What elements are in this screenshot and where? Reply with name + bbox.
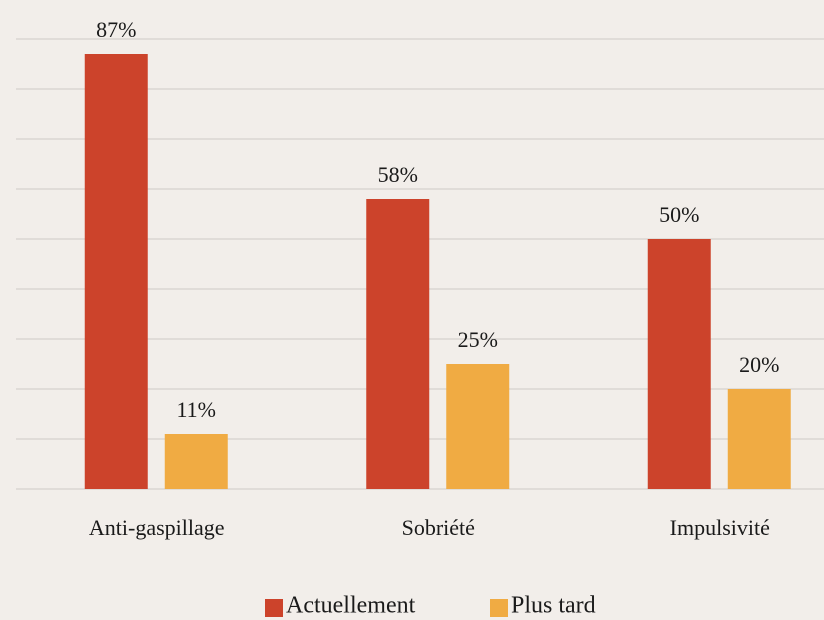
bar — [647, 239, 711, 489]
bar — [84, 54, 148, 489]
legend-label: Plus tard — [511, 593, 596, 619]
legend-swatch — [490, 599, 508, 617]
x-tick-label: Anti-gaspillage — [89, 515, 225, 540]
legend-label: Actuellement — [286, 593, 416, 619]
value-label: 20% — [739, 352, 779, 377]
value-label: 87% — [96, 17, 136, 42]
value-label: 58% — [378, 162, 418, 187]
legend-swatch — [265, 599, 283, 617]
x-tick-label: Sobriété — [402, 515, 475, 540]
value-label: 50% — [659, 202, 699, 227]
bar — [366, 199, 430, 489]
x-tick-label: Impulsivité — [670, 515, 770, 540]
bar — [446, 364, 510, 489]
value-label: 25% — [458, 327, 498, 352]
bar — [727, 389, 791, 489]
bar — [164, 434, 228, 489]
value-label: 11% — [176, 397, 216, 422]
